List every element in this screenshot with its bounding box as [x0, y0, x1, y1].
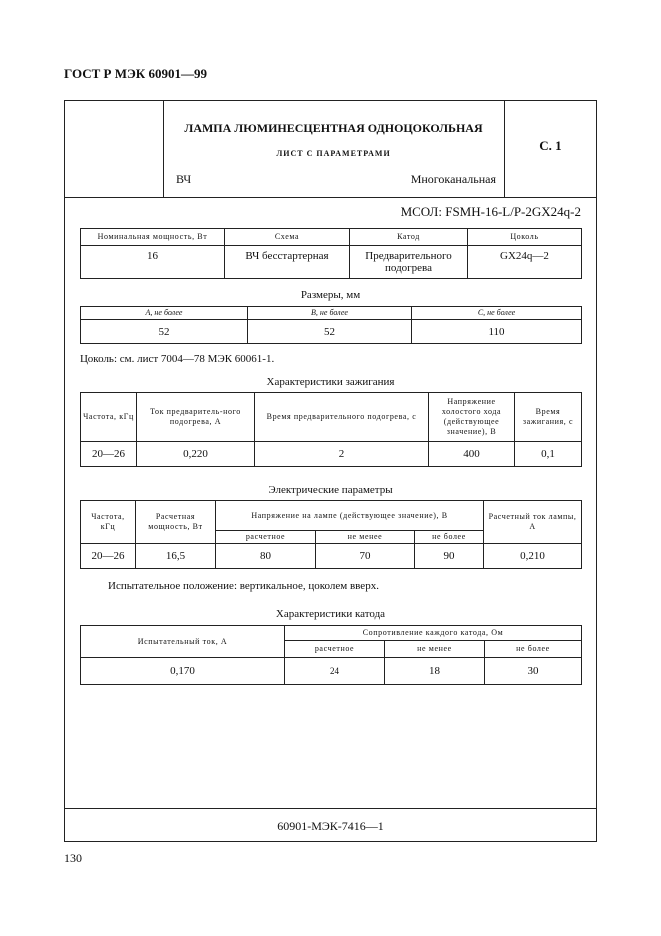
header-cell: Частота, кГц [80, 392, 137, 442]
sheet-title: ЛАМПА ЛЮМИНЕСЦЕНТНАЯ ОДНОЦОКОЛЬНАЯ [184, 121, 483, 135]
subheader-cell: расчетное [215, 530, 316, 544]
cell: 16 [80, 245, 225, 279]
header-cell: Сопротивление каждого катода, Ом [284, 625, 582, 641]
cell: 0,1 [514, 441, 582, 467]
cathode-table: Испытательный ток, А Сопротивление каждо… [80, 625, 582, 685]
running-header: ГОСТ Р МЭК 60901—99 [64, 66, 207, 81]
header-cell: B, не более [247, 306, 412, 320]
cell: 400 [428, 441, 515, 467]
header-cell: Время предварительного подогрева, с [254, 392, 429, 442]
header-cell: A, не более [80, 306, 248, 320]
header-cell: Номинальная мощность, Вт [80, 228, 225, 246]
divider [504, 100, 505, 197]
ignition-caption: Характеристики зажигания [266, 376, 395, 388]
cell: 80 [215, 543, 316, 569]
subheader-cell: не менее [384, 640, 485, 658]
cell: GX24q—2 [467, 245, 582, 279]
designation: МСОЛ: FSMH-16-L/P-2GX24q-2 [400, 204, 581, 219]
cell: 20—26 [80, 543, 136, 569]
page-number: 130 [64, 851, 82, 865]
subheader-cell: расчетное [284, 640, 385, 658]
subheader-cell: не более [484, 640, 582, 658]
header-cell: Ток предваритель-ного подогрева, А [136, 392, 255, 442]
cell: ВЧ бесстартерная [224, 245, 350, 279]
header-cell: Напряжение на лампе (действующее значени… [214, 500, 485, 531]
cell: Предварительного подогрева [349, 245, 468, 279]
cell: 0,210 [483, 543, 583, 569]
sheet-subtitle: ЛИСТ С ПАРАМЕТРАМИ [276, 149, 391, 158]
cell: 110 [411, 319, 582, 344]
cell: 52 [80, 319, 248, 344]
cell: 0,220 [136, 441, 255, 467]
cathode-caption: Характеристики катода [275, 608, 386, 620]
dimensions-table: A, не более B, не более C, не более 52 5… [80, 306, 582, 344]
general-table: Номинальная мощность, Вт Схема Катод Цок… [80, 228, 582, 279]
header-cell: Расчетная мощность, Вт [135, 500, 216, 544]
subheader-cell: не менее [315, 530, 415, 544]
cell: 18 [384, 657, 485, 685]
divider [64, 808, 597, 809]
test-position-note: Испытательное положение: вертикальное, ц… [108, 580, 379, 592]
header-cell: Частота, кГц [80, 500, 136, 544]
divider [163, 100, 164, 197]
subheader-cell: не более [413, 530, 485, 544]
sheet-code: 60901-МЭК-7416—1 [277, 819, 384, 833]
dimensions-caption: Размеры, мм [300, 289, 361, 301]
cell: 90 [413, 543, 485, 569]
cell: 24 [284, 657, 385, 685]
variant-label: Многоканальная [410, 172, 496, 186]
header-cell: Цоколь [467, 228, 582, 246]
header-cell: C, не более [411, 306, 582, 320]
header-cell: Схема [224, 228, 350, 246]
cell: 52 [247, 319, 412, 344]
header-cell: Расчетный ток лампы, А [483, 500, 583, 544]
electrical-table: Частота, кГц Расчетная мощность, Вт Напр… [80, 500, 583, 569]
header-cell: Катод [349, 228, 468, 246]
cell: 70 [315, 543, 415, 569]
header-cell: Время зажигания, с [514, 392, 582, 442]
cell: 30 [484, 657, 582, 685]
header-cell: Напряжение холостого хода (действующее з… [428, 392, 515, 442]
sheet-number: С. 1 [539, 138, 562, 153]
cell: 0,170 [80, 657, 285, 685]
sheet-frame [64, 100, 597, 842]
cell: 16,5 [135, 543, 216, 569]
ignition-table: Частота, кГц Ток предваритель-ного подог… [80, 392, 582, 467]
cell: 2 [254, 441, 429, 467]
cell: 20—26 [80, 441, 137, 467]
type-label: ВЧ [176, 172, 192, 186]
header-cell: Испытательный ток, А [80, 625, 285, 658]
base-note: Цоколь: см. лист 7004—78 МЭК 60061-1. [80, 353, 275, 365]
electrical-caption: Электрические параметры [268, 484, 393, 496]
divider [64, 197, 597, 198]
